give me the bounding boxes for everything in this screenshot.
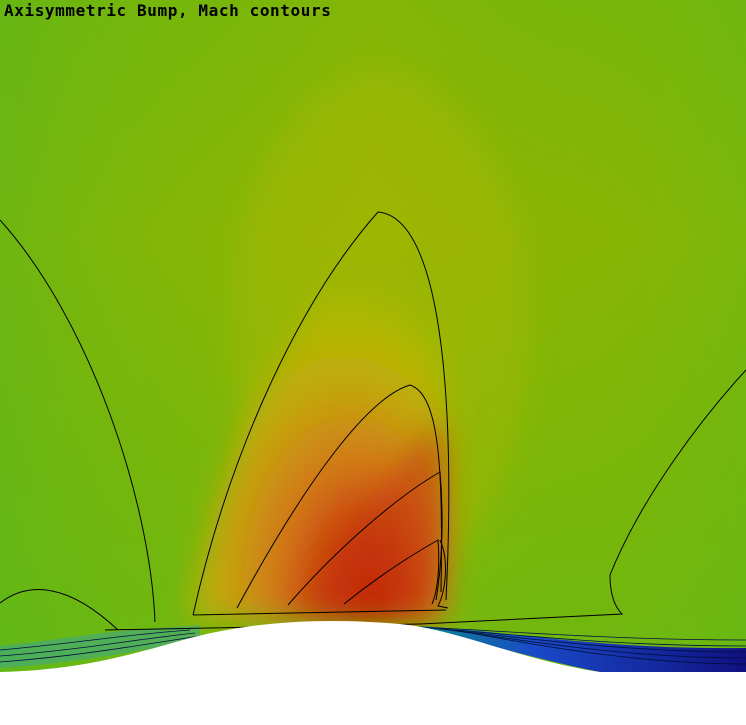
wake-line (0, 629, 191, 651)
contour-pocket-close (192, 609, 447, 616)
wake-line (449, 629, 746, 659)
contour-pocket-2 (236, 384, 442, 609)
wake-line (439, 628, 746, 653)
wake-contour-lines (0, 626, 746, 665)
contour-pocket-1 (192, 211, 450, 616)
contour-right-outer (419, 369, 746, 625)
contour-pocket-4 (343, 539, 440, 605)
bump-surface (0, 620, 746, 725)
wake-line (419, 626, 746, 641)
wake-line (459, 630, 746, 665)
wake-line (0, 632, 196, 657)
contour-left-outer (0, 219, 156, 623)
chart-title: Axisymmetric Bump, Mach contours (4, 1, 332, 20)
contour-pocket-3 (287, 471, 443, 606)
supersonic-core (300, 420, 445, 615)
wake-line (0, 635, 201, 663)
contour-left-bubble (0, 589, 119, 631)
contour-shock (437, 539, 449, 609)
wake-line (429, 627, 746, 647)
